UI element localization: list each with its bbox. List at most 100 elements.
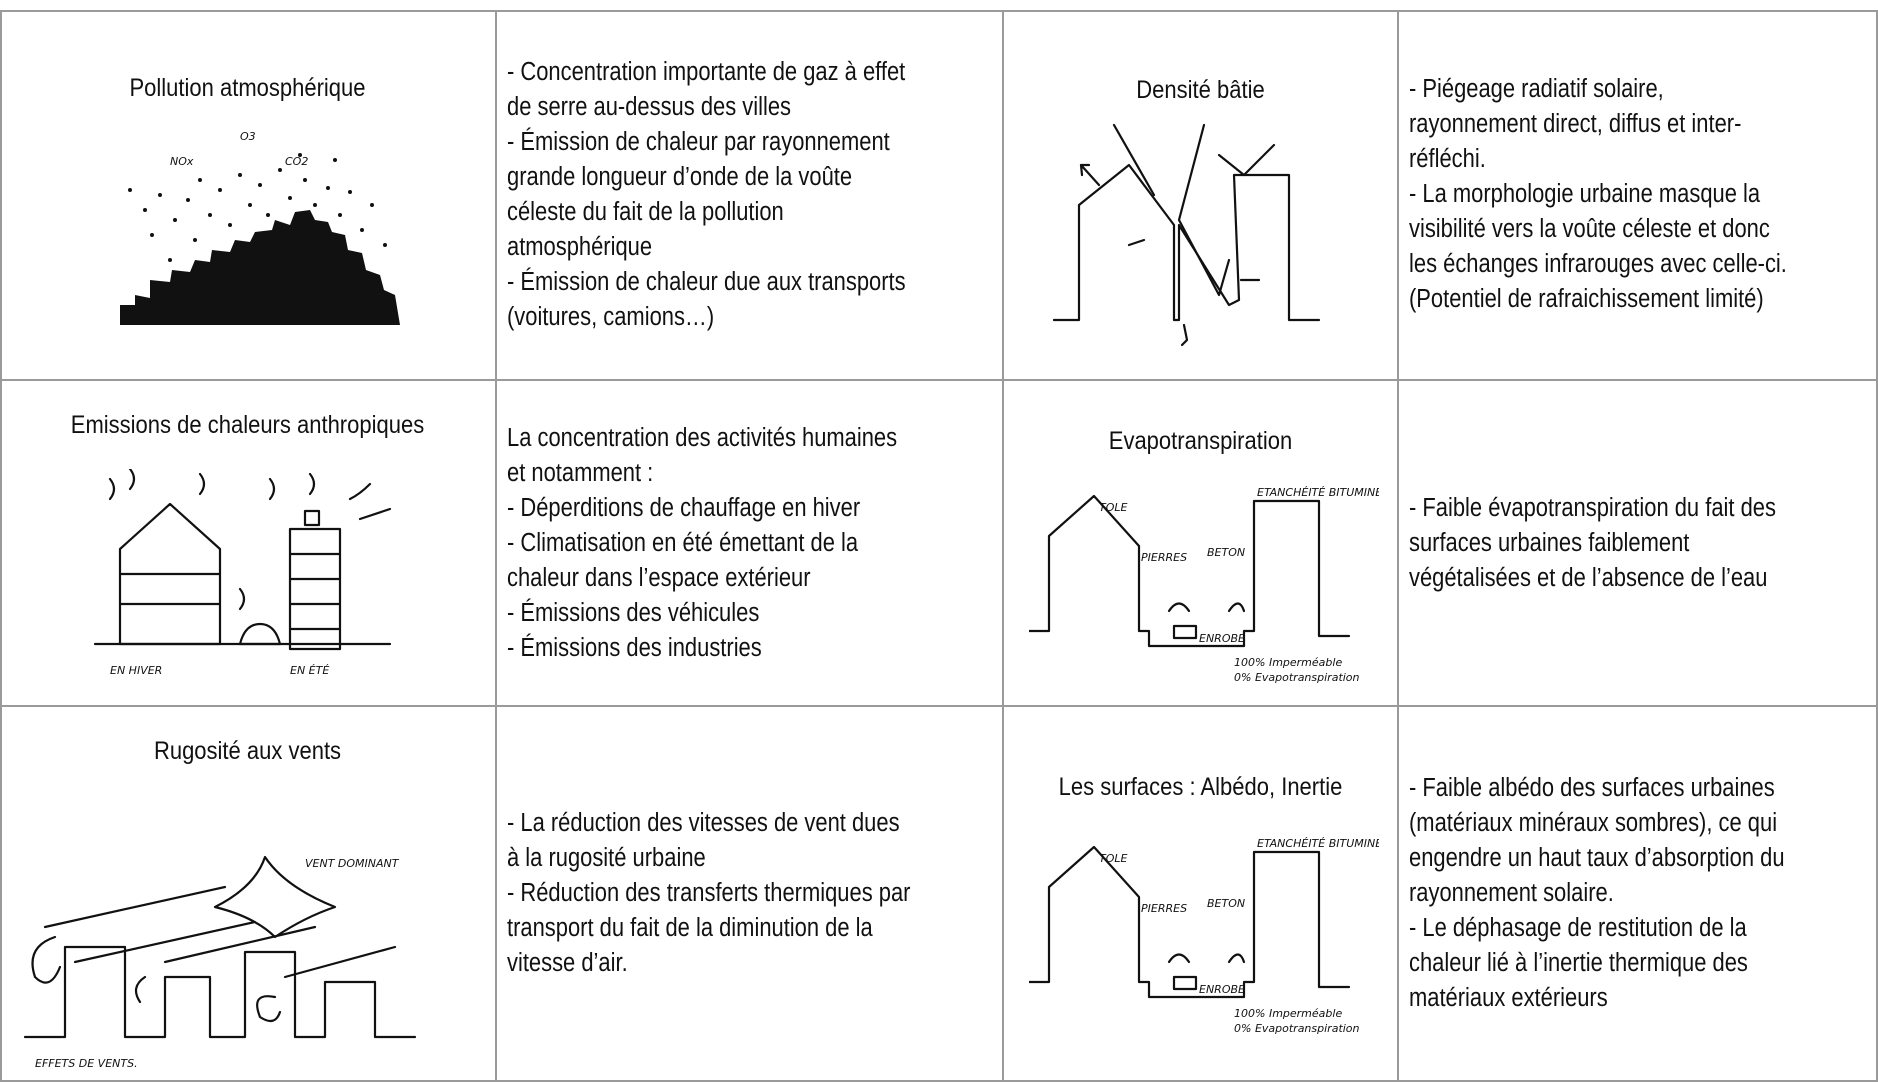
sketch-label: ETANCHÉITÉ BITUMINEUSE — [1257, 486, 1379, 499]
cell-title: Rugosité aux vents — [153, 737, 342, 765]
text-line: matériaux extérieurs — [1409, 984, 1608, 1012]
cell-text: La concentration des activités humaines e… — [507, 381, 1002, 705]
arrows — [1167, 953, 1246, 964]
sketch — [1052, 123, 1321, 347]
sketch-label: EN HIVER — [110, 664, 162, 677]
swirls — [31, 935, 282, 1023]
car — [1172, 975, 1198, 991]
cell-text: - Faible albédo des surfaces urbaines (ma… — [1409, 707, 1876, 1080]
sketch: TOLE PIERRES BETON ENROBE ETANCHÉITÉ BIT… — [1029, 486, 1379, 684]
sketch-label: 0% Evapotranspiration — [1234, 1022, 1360, 1035]
cell-text: - Piégeage radiatif solaire, rayonnement … — [1409, 10, 1876, 379]
text-line: chaleur dans l’espace extérieur — [507, 563, 811, 592]
text-line: - Émissions des véhicules — [507, 598, 760, 627]
cell: Emissions de chaleurs anthropiques EN HI… — [0, 381, 497, 707]
cell: - Faible albédo des surfaces urbaines (ma… — [1399, 707, 1878, 1082]
sketch: VENT DOMINANT EFFETS DE VENTS. — [23, 855, 417, 1070]
text-line: de serre au-dessus des villes — [507, 92, 792, 121]
car — [1172, 624, 1198, 640]
section — [1029, 494, 1351, 648]
cell-text: - Concentration importante de gaz à effe… — [507, 10, 1002, 379]
cell-text: - Faible évapotranspiration du fait des s… — [1409, 381, 1876, 705]
text-line: - Piégeage radiatif solaire, — [1409, 75, 1664, 103]
text-line: La concentration des activités humaines — [507, 423, 898, 452]
text-line: les échanges infrarouges avec celle-ci. — [1409, 250, 1787, 278]
cell: - Piégeage radiatif solaire, rayonnement … — [1399, 10, 1878, 381]
text-line: rayonnement solaire. — [1409, 879, 1614, 907]
text-line: - Émission de chaleur par rayonnement — [507, 127, 890, 156]
pollution-dots — [128, 153, 387, 262]
arrows — [1079, 163, 1261, 282]
sketch: O3 NOx CO2 — [120, 130, 400, 325]
rays — [1112, 123, 1276, 297]
cell-title: Densité bâtie — [1136, 76, 1265, 104]
sketch-label: ENROBE — [1199, 632, 1245, 645]
cell-title: Les surfaces : Albédo, Inertie — [1058, 773, 1343, 801]
text-line: (matériaux minéraux sombres), ce qui — [1409, 809, 1778, 837]
text-line: transport du fait de la diminution de la — [507, 914, 873, 942]
text-line: visibilité vers la voûte céleste et donc — [1409, 215, 1770, 243]
text-line: - La morphologie urbaine masque la — [1409, 180, 1761, 208]
text-line: - Émission de chaleur due aux transports — [507, 267, 906, 296]
sketch: EN HIVER EN ÉTÉ — [93, 469, 392, 677]
ac-unit — [303, 509, 321, 527]
cell-title: Pollution atmosphérique — [129, 74, 366, 102]
text-line: - Le déphasage de restitution de la — [1409, 914, 1747, 942]
text-line: végétalisées et de l’absence de l’eau — [1409, 563, 1768, 592]
wind-arrows — [43, 855, 397, 979]
heat-waves — [108, 469, 392, 611]
arrows — [1167, 602, 1246, 613]
text-line: - Déperditions de chauffage en hiver — [507, 493, 861, 522]
cell: - La réduction des vitesses de vent dues… — [497, 707, 1004, 1082]
text-line: surfaces urbaines faiblement — [1409, 528, 1690, 557]
text-line: à la rugosité urbaine — [507, 844, 706, 872]
sketch-label: BETON — [1207, 897, 1245, 910]
house — [118, 502, 222, 646]
sketch-label: EN ÉTÉ — [290, 664, 329, 677]
cell: - Faible évapotranspiration du fait des s… — [1399, 381, 1878, 707]
sketch-label: 100% Imperméable — [1234, 656, 1342, 669]
buildings — [23, 945, 417, 1039]
text-line: - Faible albédo des surfaces urbaines — [1409, 774, 1775, 802]
sketch-label: 0% Evapotranspiration — [1234, 671, 1360, 684]
arrow — [1180, 323, 1189, 347]
text-line: - Concentration importante de gaz à effe… — [507, 57, 906, 86]
cell: Densité bâtie — [1004, 10, 1399, 381]
cell-title: Emissions de chaleurs anthropiques — [70, 411, 425, 439]
sketch-label: VENT DOMINANT — [305, 857, 400, 870]
sketch-label: PIERRES — [1141, 902, 1187, 915]
cell: Pollution atmosphérique O3 NOx CO2 — [0, 10, 497, 381]
section — [1029, 845, 1351, 999]
cell-title: Evapotranspiration — [1108, 427, 1293, 455]
text-line: - Climatisation en été émettant de la — [507, 528, 859, 557]
cell-text: - La réduction des vitesses de vent dues… — [507, 707, 1002, 1080]
cell: Evapotranspiration TOLE PIERRES BETON EN… — [1004, 381, 1399, 707]
sketch-label: PIERRES — [1141, 551, 1187, 564]
text-line: - Réduction des transferts thermiques pa… — [507, 879, 911, 907]
buildings — [1052, 163, 1321, 322]
sketch-label: ENROBE — [1199, 983, 1245, 996]
cell: Rugosité aux vents VENT DOMINANT EFFETS … — [0, 707, 497, 1082]
text-line: réfléchi. — [1409, 145, 1486, 173]
text-line: - Faible évapotranspiration du fait des — [1409, 493, 1776, 522]
text-line: vitesse d’air. — [507, 949, 628, 977]
car — [238, 622, 282, 646]
sketch: TOLE PIERRES BETON ENROBE ETANCHÉITÉ BIT… — [1029, 837, 1379, 1035]
building — [288, 527, 342, 651]
sketch-label: O3 — [240, 130, 256, 143]
sketch-label: NOx — [170, 155, 194, 168]
sketch-label: 100% Imperméable — [1234, 1007, 1342, 1020]
text-line: - La réduction des vitesses de vent dues — [507, 809, 900, 837]
text-line: céleste du fait de la pollution — [507, 197, 784, 226]
sketch-label: TOLE — [1099, 501, 1128, 514]
text-line: rayonnement direct, diffus et inter- — [1409, 110, 1742, 138]
text-line: (voitures, camions…) — [507, 302, 715, 331]
sketch-label: CO2 — [285, 155, 308, 168]
sketch-label: EFFETS DE VENTS. — [35, 1057, 138, 1070]
cell: - Concentration importante de gaz à effe… — [497, 10, 1004, 381]
cell: La concentration des activités humaines e… — [497, 381, 1004, 707]
skyline — [120, 210, 400, 325]
text-line: et notamment : — [507, 458, 654, 487]
